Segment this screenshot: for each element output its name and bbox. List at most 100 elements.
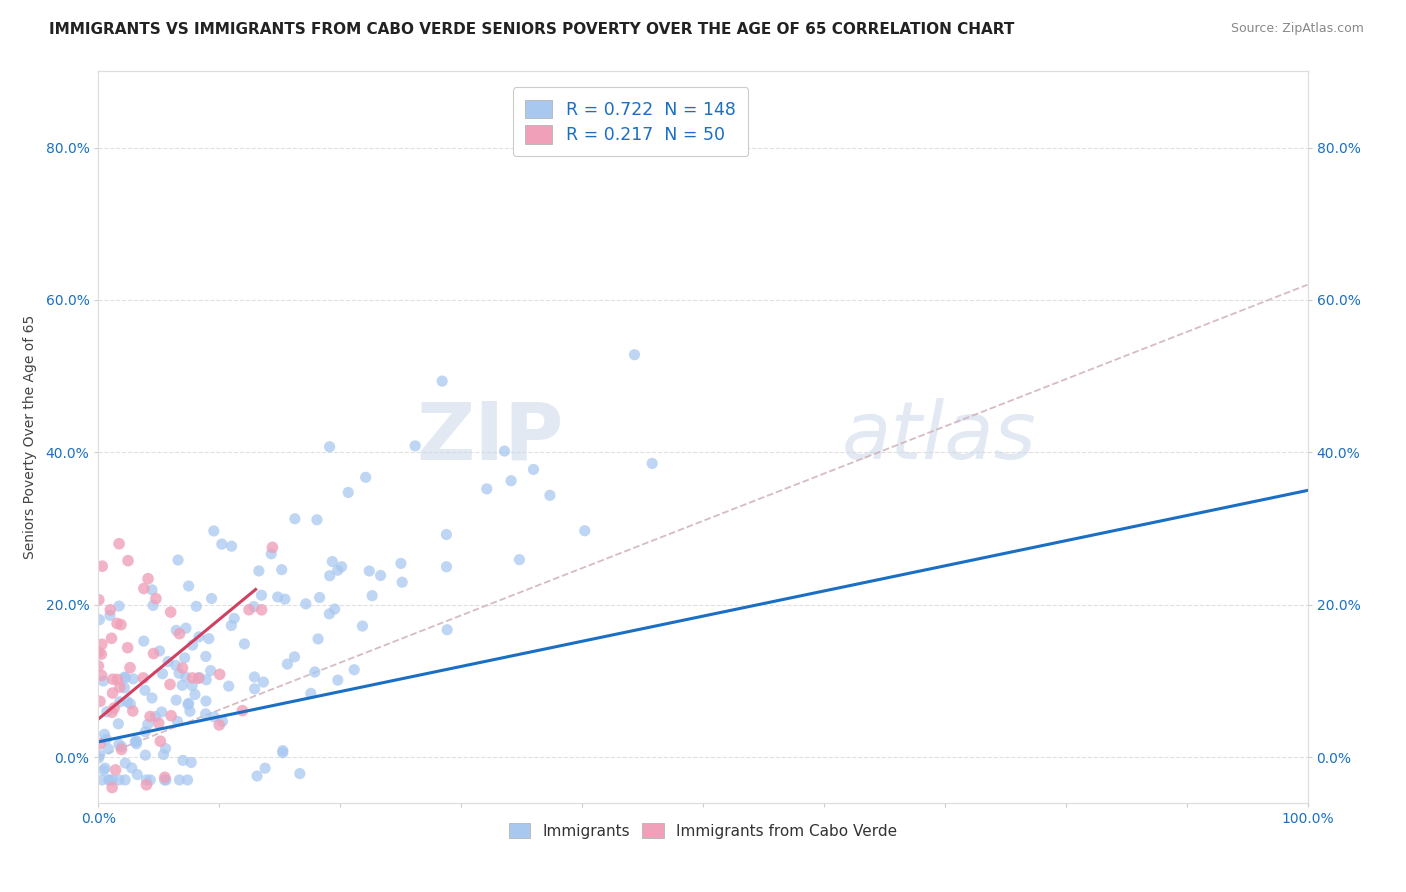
Point bbox=[122, 672, 145, 686]
Point bbox=[90, 668, 112, 682]
Point bbox=[276, 657, 298, 671]
Point bbox=[224, 611, 246, 625]
Point bbox=[104, 763, 127, 777]
Point bbox=[308, 591, 330, 605]
Point bbox=[318, 607, 340, 621]
Point bbox=[389, 557, 412, 571]
Point bbox=[87, 645, 110, 659]
Point bbox=[233, 637, 256, 651]
Point bbox=[108, 737, 131, 751]
Point bbox=[177, 698, 200, 712]
Point bbox=[238, 603, 260, 617]
Point bbox=[134, 748, 156, 763]
Point bbox=[165, 693, 187, 707]
Point bbox=[200, 664, 222, 678]
Point bbox=[172, 661, 194, 675]
Text: atlas: atlas bbox=[842, 398, 1036, 476]
Point bbox=[91, 559, 114, 574]
Point bbox=[114, 756, 136, 771]
Point bbox=[89, 747, 111, 762]
Point bbox=[114, 671, 136, 685]
Point bbox=[194, 649, 217, 664]
Point bbox=[475, 482, 498, 496]
Point bbox=[98, 603, 121, 617]
Point bbox=[167, 666, 190, 681]
Point bbox=[501, 474, 523, 488]
Point bbox=[87, 659, 110, 673]
Point bbox=[274, 592, 297, 607]
Point bbox=[101, 772, 124, 787]
Point bbox=[101, 686, 124, 700]
Point bbox=[120, 697, 142, 711]
Point bbox=[148, 644, 170, 658]
Point bbox=[181, 678, 204, 692]
Point bbox=[98, 772, 121, 787]
Point bbox=[436, 527, 458, 541]
Point bbox=[143, 709, 166, 723]
Point bbox=[198, 632, 221, 646]
Point bbox=[136, 717, 159, 731]
Point bbox=[181, 638, 204, 652]
Point bbox=[194, 706, 217, 721]
Text: Source: ZipAtlas.com: Source: ZipAtlas.com bbox=[1230, 22, 1364, 36]
Point bbox=[188, 671, 211, 685]
Point bbox=[283, 649, 305, 664]
Point bbox=[177, 696, 200, 710]
Point bbox=[208, 667, 231, 681]
Point bbox=[195, 673, 218, 687]
Point bbox=[110, 742, 132, 756]
Point bbox=[110, 739, 132, 754]
Point bbox=[121, 761, 143, 775]
Point bbox=[361, 589, 384, 603]
Point bbox=[139, 772, 162, 787]
Point bbox=[94, 761, 117, 775]
Point bbox=[101, 705, 124, 719]
Point bbox=[93, 727, 115, 741]
Point bbox=[391, 575, 413, 590]
Point bbox=[135, 772, 157, 787]
Point bbox=[354, 470, 377, 484]
Point bbox=[318, 440, 340, 454]
Point bbox=[149, 734, 172, 748]
Point bbox=[172, 753, 194, 767]
Point bbox=[307, 632, 329, 646]
Point bbox=[436, 559, 458, 574]
Point bbox=[176, 772, 198, 787]
Point bbox=[522, 462, 544, 476]
Point bbox=[159, 605, 181, 619]
Point bbox=[165, 624, 187, 638]
Point bbox=[93, 763, 115, 777]
Y-axis label: Seniors Poverty Over the Age of 65: Seniors Poverty Over the Age of 65 bbox=[22, 315, 37, 559]
Point bbox=[136, 572, 159, 586]
Point bbox=[169, 772, 191, 787]
Point bbox=[250, 588, 273, 602]
Point bbox=[299, 686, 322, 700]
Point bbox=[370, 568, 392, 582]
Point bbox=[271, 746, 294, 760]
Point bbox=[262, 541, 284, 555]
Point bbox=[202, 524, 225, 538]
Point bbox=[284, 512, 307, 526]
Point bbox=[117, 695, 139, 709]
Point bbox=[436, 623, 458, 637]
Point bbox=[108, 537, 131, 551]
Point bbox=[101, 780, 124, 795]
Point bbox=[352, 619, 374, 633]
Point bbox=[89, 613, 111, 627]
Point bbox=[180, 756, 202, 770]
Point bbox=[90, 637, 112, 651]
Point bbox=[343, 663, 366, 677]
Point bbox=[155, 741, 177, 756]
Point bbox=[179, 704, 201, 718]
Point bbox=[246, 769, 269, 783]
Point bbox=[169, 626, 191, 640]
Point bbox=[96, 705, 118, 719]
Point bbox=[89, 737, 111, 751]
Point bbox=[135, 778, 157, 792]
Point bbox=[153, 772, 176, 787]
Point bbox=[101, 672, 124, 686]
Point bbox=[177, 579, 200, 593]
Point bbox=[330, 559, 353, 574]
Point bbox=[641, 457, 664, 471]
Point bbox=[114, 772, 136, 787]
